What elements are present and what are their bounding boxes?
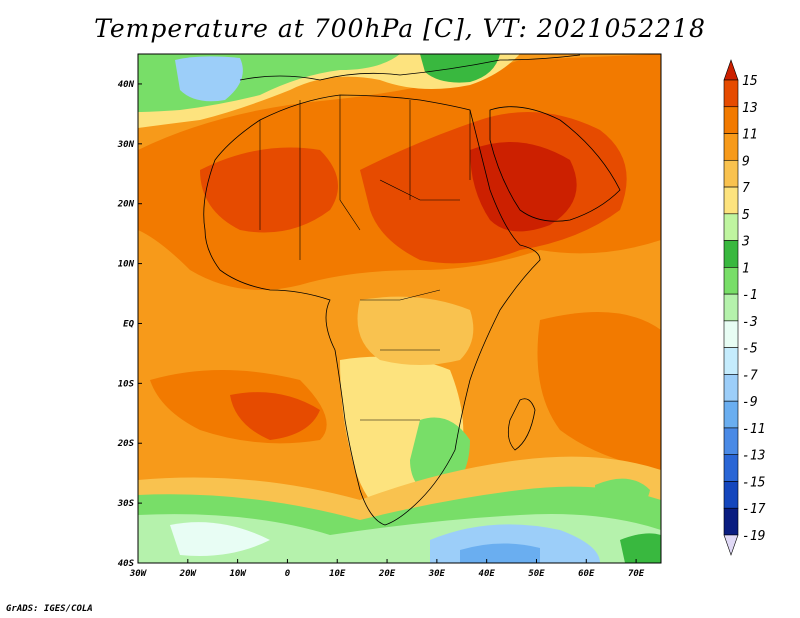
- lon-tick-label: 10E: [329, 569, 346, 579]
- lat-tick-label: 20N: [117, 200, 135, 210]
- colorbar-label: -5: [742, 342, 758, 357]
- lon-tick-label: 0: [285, 569, 291, 579]
- colorbar-label: 7: [742, 181, 750, 196]
- temperature-field: [138, 54, 661, 563]
- colorbar-label: 11: [742, 128, 758, 143]
- credit-label: GrADS: IGES/COLA: [6, 604, 93, 614]
- colorbar-label: 1: [742, 261, 750, 276]
- colorbar-label: 5: [742, 208, 750, 223]
- colorbar-swatch: [724, 348, 738, 375]
- colorbar-label: 13: [742, 101, 758, 116]
- colorbar-swatch: [724, 321, 738, 348]
- colorbar-label: 15: [742, 74, 758, 89]
- colorbar-swatch: [724, 428, 738, 455]
- lat-tick-label: 30N: [117, 140, 135, 150]
- colorbar-label: -13: [742, 449, 765, 464]
- colorbar-swatch: [724, 481, 738, 508]
- lat-tick-label: 10S: [118, 379, 135, 389]
- colorbar-swatch: [724, 160, 738, 187]
- colorbar-swatch: [724, 267, 738, 294]
- colorbar-label: -9: [742, 395, 758, 410]
- lon-tick-label: 20E: [378, 569, 396, 579]
- lat-tick-label: 10N: [118, 260, 135, 270]
- lon-tick-label: 10W: [229, 569, 247, 579]
- lon-tick-label: 70E: [628, 569, 645, 579]
- colorbar-label: 3: [741, 235, 750, 250]
- colorbar-swatch: [724, 80, 738, 107]
- colorbar-top-arrow: [724, 60, 738, 80]
- colorbar-label: -15: [742, 475, 766, 490]
- colorbar-bottom-arrow: [724, 535, 738, 555]
- colorbar-label: -3: [742, 315, 758, 330]
- colorbar-label: -17: [742, 502, 766, 517]
- lat-tick-label: 40N: [118, 80, 135, 90]
- colorbar-swatch: [724, 134, 738, 161]
- colorbar-swatch: [724, 187, 738, 214]
- colorbar-swatch: [724, 401, 738, 428]
- colorbar-label: -19: [742, 529, 765, 544]
- colorbar: 15 13 11 9 7 5 3 1 -1 -3 -5 -7 -9 -11 -13 -15 -17 -19: [724, 60, 766, 555]
- lon-tick-label: 20W: [179, 569, 198, 579]
- colorbar-swatch: [724, 241, 738, 268]
- lon-tick-label: 30E: [428, 569, 446, 579]
- lat-tick-label: 30S: [117, 499, 135, 509]
- lat-tick-label: 40S: [118, 559, 135, 569]
- lon-tick-label: 30W: [129, 569, 148, 579]
- colorbar-swatch: [724, 107, 738, 134]
- lon-tick-label: 40E: [479, 569, 496, 579]
- colorbar-swatch: [724, 214, 738, 241]
- lat-tick-label: 20S: [117, 439, 135, 449]
- colorbar-label: -11: [742, 422, 765, 437]
- colorbar-swatch: [724, 294, 738, 321]
- colorbar-swatch: [724, 508, 738, 535]
- colorbar-label: 9: [742, 154, 750, 169]
- colorbar-swatch: [724, 455, 738, 482]
- lon-tick-label: 50E: [528, 569, 545, 579]
- colorbar-label: -1: [742, 288, 758, 303]
- colorbar-swatch: [724, 374, 738, 401]
- lat-tick-label: EQ: [123, 319, 134, 329]
- colorbar-label: -7: [742, 368, 758, 383]
- lon-tick-label: 60E: [578, 569, 595, 579]
